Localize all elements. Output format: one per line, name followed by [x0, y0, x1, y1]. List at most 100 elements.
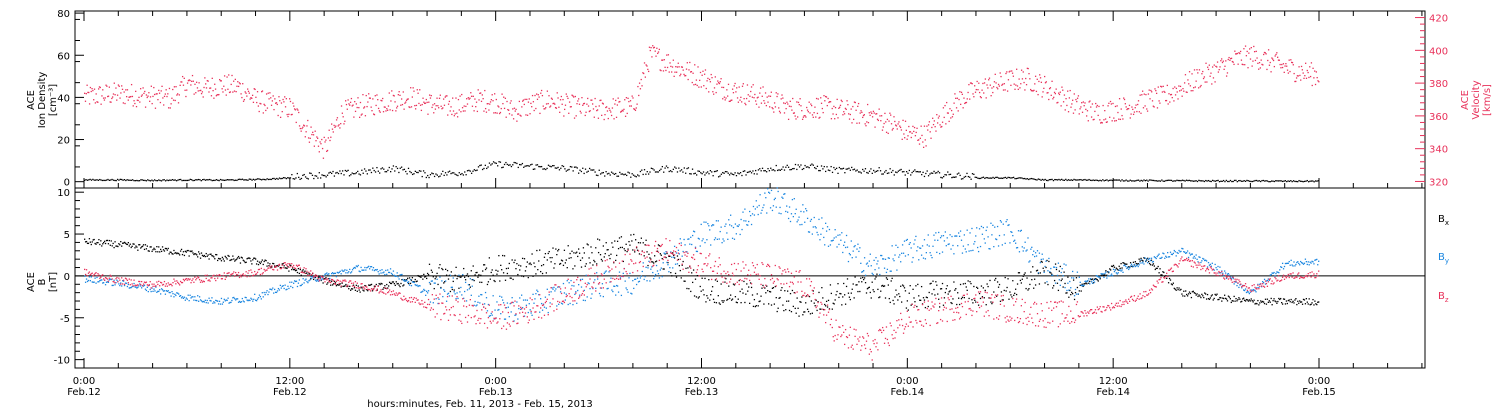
top-point — [959, 91, 961, 93]
bottom-point-bx — [918, 295, 920, 297]
top-point — [102, 89, 104, 91]
bottom-point-bx — [212, 255, 214, 257]
bottom-point-bx — [394, 284, 396, 287]
bottom-point-by — [519, 297, 521, 299]
top-point — [322, 157, 325, 159]
bottom-point-bx — [573, 252, 575, 254]
bottom-point-bx — [701, 277, 703, 279]
top-point — [1144, 179, 1147, 182]
bottom-point-bx — [810, 300, 813, 302]
top-point — [299, 127, 302, 130]
top-point — [414, 104, 416, 107]
bottom-point-bx — [1069, 289, 1071, 292]
bottom-point-bx — [1082, 285, 1084, 288]
top-point — [236, 179, 238, 182]
bottom-point-bx — [443, 282, 445, 284]
bottom-point-by — [1102, 273, 1104, 275]
top-point — [506, 163, 508, 166]
top-point — [254, 179, 256, 181]
bottom-point-by — [939, 237, 942, 239]
top-point — [475, 106, 477, 108]
top-point — [95, 93, 97, 95]
top-point — [382, 97, 384, 100]
bottom-point-by — [477, 301, 479, 303]
top-point — [206, 179, 208, 181]
top-point — [1214, 81, 1216, 83]
bottom-point-bx — [468, 284, 471, 286]
bottom-point-bx — [1008, 298, 1010, 300]
top-point — [1218, 180, 1221, 183]
bottom-point-bx — [516, 263, 518, 265]
top-point — [414, 170, 417, 172]
top-point — [564, 108, 566, 111]
bottom-point-by — [1062, 275, 1064, 277]
top-point — [102, 97, 105, 99]
bottom-point-bx — [863, 277, 866, 279]
top-point — [625, 97, 628, 99]
top-point — [774, 170, 776, 172]
top-point — [442, 107, 444, 109]
top-point — [920, 125, 922, 127]
bottom-point-bx — [823, 308, 825, 311]
top-point — [764, 92, 767, 94]
top-point — [580, 170, 583, 173]
bottom-point-bx — [901, 284, 904, 286]
bottom-point-bx — [730, 299, 733, 301]
top-point — [84, 92, 86, 94]
top-point — [267, 178, 270, 181]
bottom-point-by — [830, 240, 832, 242]
top-point — [702, 70, 704, 72]
bottom-point-by — [512, 301, 514, 304]
bottom-point-bx — [902, 285, 905, 287]
bottom-point-by — [550, 291, 552, 293]
top-point — [955, 97, 957, 99]
bottom-point-bx — [895, 289, 897, 291]
top-point — [257, 105, 260, 107]
bottom-point-by — [1148, 258, 1150, 261]
top-point — [1017, 88, 1019, 91]
bottom-point-by — [445, 280, 447, 282]
top-point — [164, 180, 167, 182]
bottom-point-bx — [1148, 260, 1150, 263]
bottom-point-by — [757, 213, 759, 216]
bottom-point-bx — [129, 243, 131, 245]
top-point — [682, 171, 684, 173]
bottom-point-bx — [984, 289, 986, 292]
top-point — [642, 173, 644, 176]
bottom-point-bx — [227, 254, 229, 257]
top-point — [1249, 48, 1251, 50]
top-point — [1273, 180, 1276, 183]
top-point — [464, 110, 466, 112]
top-point — [503, 107, 506, 110]
top-point — [421, 103, 423, 106]
top-point — [875, 113, 877, 115]
top-point — [1291, 61, 1293, 64]
bottom-point-by — [972, 249, 974, 252]
bottom-point-bx — [167, 247, 169, 250]
bottom-point-by — [1150, 257, 1153, 259]
top-point — [176, 94, 178, 96]
bottom-point-bx — [311, 275, 313, 277]
bottom-point-by — [755, 200, 757, 202]
top-point — [1000, 75, 1002, 78]
bottom-point-bx — [421, 275, 423, 277]
top-point — [639, 88, 642, 90]
top-point — [344, 169, 347, 172]
top-point — [558, 106, 560, 108]
bottom-point-by — [189, 294, 191, 296]
bottom-point-by — [921, 245, 924, 247]
top-point — [1244, 64, 1246, 66]
top-point — [943, 175, 945, 178]
bottom-point-by — [433, 282, 435, 284]
top-point — [1271, 57, 1273, 59]
top-point — [144, 90, 146, 93]
top-point — [238, 82, 241, 84]
top-point — [340, 122, 342, 125]
top-point — [769, 95, 772, 97]
bottom-point-bx — [1001, 299, 1003, 301]
bottom-point-by — [956, 235, 958, 237]
bottom-point-bx — [1226, 300, 1229, 302]
top-point — [848, 167, 850, 169]
top-point — [809, 164, 812, 166]
top-point — [749, 95, 751, 97]
